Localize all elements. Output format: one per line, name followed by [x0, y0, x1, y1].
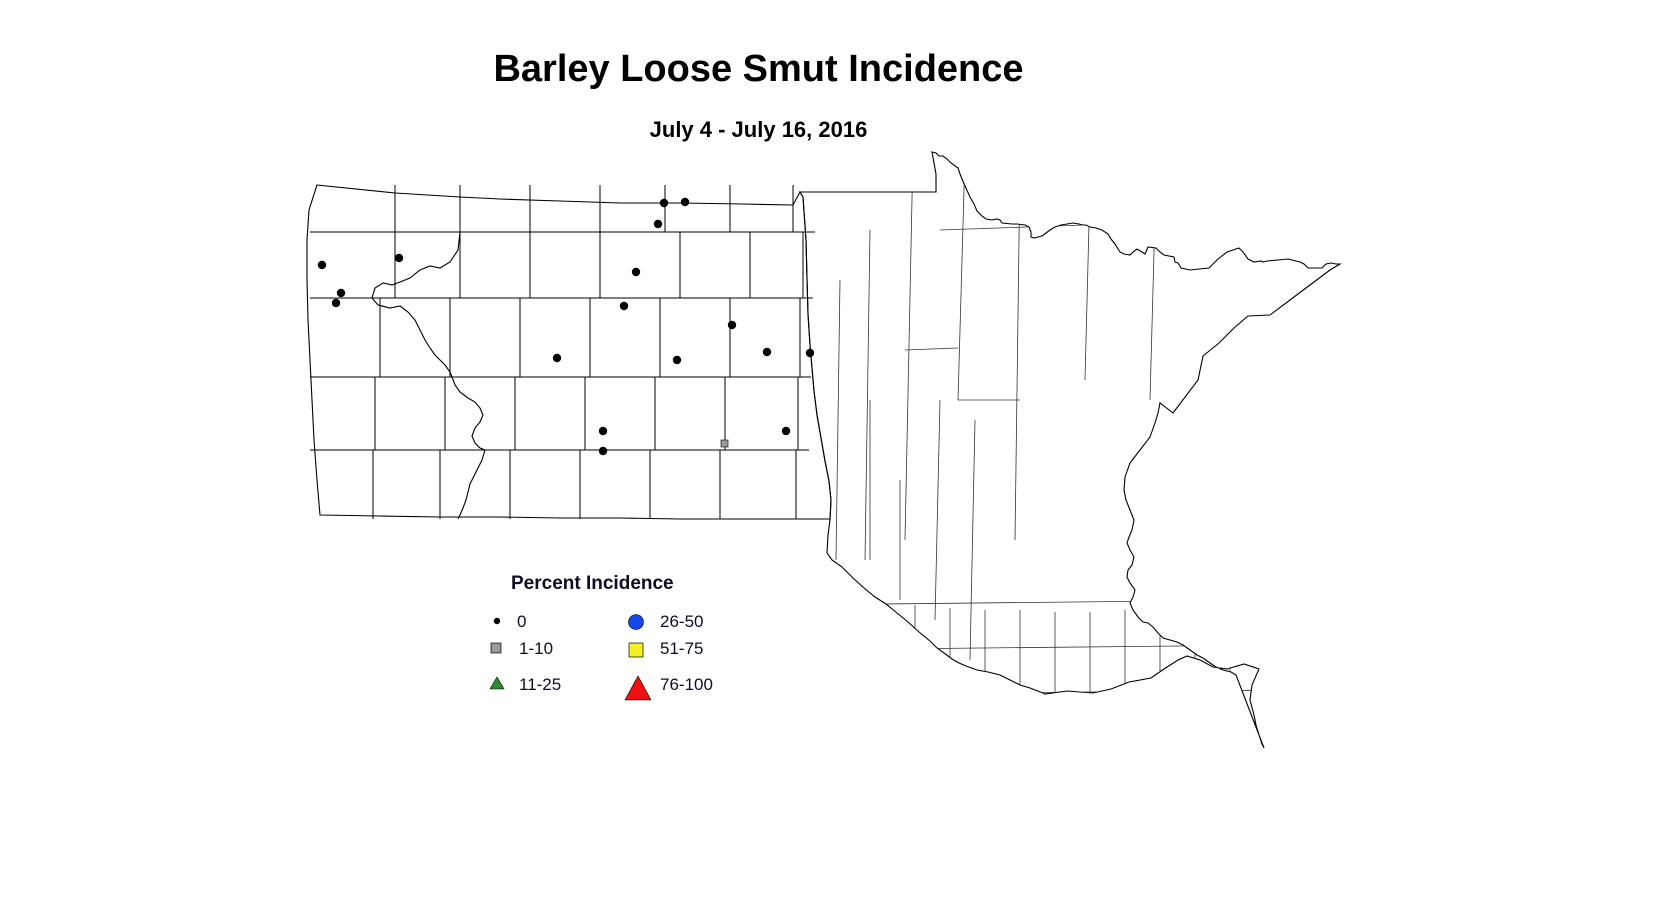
svg-text:1-10: 1-10	[519, 639, 553, 658]
svg-text:11-25: 11-25	[519, 675, 561, 694]
svg-text:76-100: 76-100	[660, 675, 713, 694]
svg-text:26-50: 26-50	[660, 612, 703, 631]
svg-text:51-75: 51-75	[660, 639, 703, 658]
svg-text:0: 0	[517, 612, 526, 631]
svg-text:Percent Incidence: Percent Incidence	[511, 573, 674, 594]
